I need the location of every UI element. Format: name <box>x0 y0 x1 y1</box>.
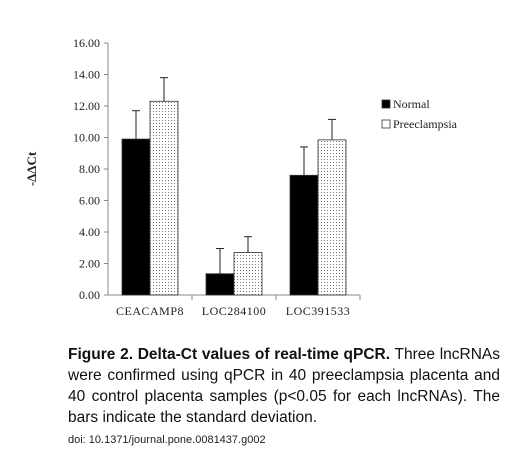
doi-line: doi: 10.1371/journal.pone.0081437.g002 <box>68 434 266 446</box>
y-tick-label: 16.00 <box>73 36 100 50</box>
bar-chart: 0.00 2.00 4.00 6.00 8.00 10.00 12.00 14.00 16.00… <box>24 36 458 318</box>
y-tick-label: 4.00 <box>79 225 100 239</box>
x-category-label: CEACAMP8 <box>116 304 184 318</box>
y-axis-title: -ΔΔCt <box>24 151 39 186</box>
y-tick-label: 8.00 <box>79 162 100 176</box>
x-category-label: LOC391533 <box>286 304 351 318</box>
legend-swatch-preeclampsia <box>381 119 391 129</box>
bar-normal-ceacamp8 <box>121 138 151 296</box>
caption-title: Figure 2. Delta-Ct values of real-time q… <box>68 346 391 363</box>
y-tick-label: 0.00 <box>79 288 100 302</box>
legend-swatch-normal <box>381 99 391 109</box>
y-tick-label: 2.00 <box>79 257 100 271</box>
bar-preeclampsia-loc391533 <box>317 139 347 296</box>
y-tick-label: 14.00 <box>73 68 100 82</box>
x-category-label: LOC284100 <box>202 304 267 318</box>
bar-preeclampsia-ceacamp8 <box>149 100 179 296</box>
y-tick-label: 6.00 <box>79 194 100 208</box>
legend-label-preeclampsia: Preeclampsia <box>393 117 458 131</box>
y-tick-label: 12.00 <box>73 99 100 113</box>
y-tick-label: 10.00 <box>73 131 100 145</box>
caption-body: Three lncRNAs were confirmed using qPCR … <box>68 346 500 426</box>
bar-normal-loc391533 <box>289 174 319 296</box>
bar-normal-loc284100 <box>205 273 235 296</box>
figure-caption: Figure 2. Delta-Ct values of real-time q… <box>68 344 500 428</box>
bar-preeclampsia-loc284100 <box>233 252 263 296</box>
legend-label-normal: Normal <box>393 97 430 111</box>
